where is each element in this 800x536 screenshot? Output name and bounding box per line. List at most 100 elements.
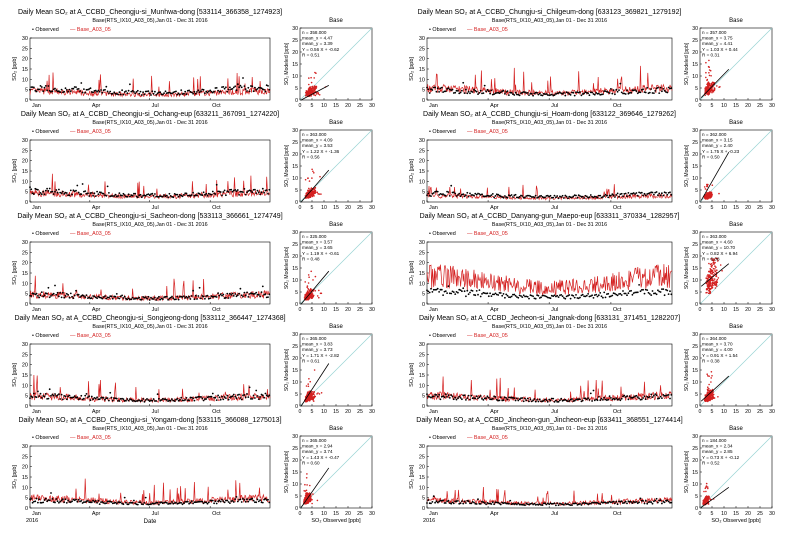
observed-point [87, 396, 89, 399]
observed-point [250, 398, 252, 400]
observed-point [192, 289, 195, 292]
observed-point [115, 397, 118, 400]
observed-point [447, 394, 450, 397]
scatter-y-tick-label: 15 [292, 164, 298, 170]
observed-point [658, 499, 661, 502]
chart-panel-8: Daily Mean SO₂ at A_CCBD_Jecheon-si_Jang… [409, 315, 775, 415]
observed-point [248, 386, 251, 389]
observed-point [654, 90, 657, 92]
legend-observed: • Observed [429, 333, 456, 339]
observed-point [54, 393, 56, 395]
observed-point [583, 197, 585, 199]
observed-point [481, 293, 483, 295]
observed-point [194, 501, 197, 504]
observed-point [455, 398, 458, 401]
scatter-point [306, 394, 308, 396]
observed-point [39, 501, 42, 504]
observed-point [38, 88, 41, 91]
observed-point [144, 496, 147, 499]
observed-point [512, 502, 514, 505]
scatter-point [704, 394, 707, 396]
observed-point [210, 193, 213, 196]
observed-point [192, 397, 195, 400]
observed-point [193, 501, 196, 504]
scatter-point [304, 497, 307, 499]
observed-point [520, 503, 522, 506]
y-tick-label: 10 [22, 281, 28, 287]
observed-point [477, 192, 479, 195]
observed-point [94, 195, 97, 198]
observed-point [89, 399, 92, 402]
scatter-point [709, 283, 711, 286]
stat-mean-x: mean_x = 2.94 [302, 444, 333, 449]
chart-subtitle: Base(RTS_IX10_A03_05),Jan 01 - Dec 31 20… [492, 18, 607, 24]
legend-modeled: — Base_A03_05 [467, 231, 508, 237]
observed-point [83, 397, 85, 400]
observed-point [142, 91, 145, 94]
y-tick-label: 15 [22, 67, 28, 73]
scatter-y-label: SO₂ Modeled [ppb] [684, 42, 690, 85]
observed-point [560, 503, 563, 505]
scatter-point [307, 282, 310, 284]
observed-point [184, 192, 187, 195]
observed-point [65, 292, 68, 295]
observed-point [502, 502, 505, 504]
observed-point [653, 193, 655, 196]
stat-mean-x: mean_x = 3.75 [702, 36, 733, 41]
observed-point [661, 192, 663, 195]
observed-point [62, 291, 64, 294]
observed-point [667, 394, 670, 396]
observed-point [427, 395, 430, 398]
observed-point [146, 297, 148, 300]
modeled-series-line [426, 65, 673, 98]
observed-point [635, 291, 638, 294]
observed-point [239, 190, 242, 193]
observed-point [98, 398, 101, 401]
observed-point [508, 396, 510, 399]
observed-point [497, 294, 500, 296]
observed-point [192, 92, 195, 95]
y-tick-label: 30 [419, 36, 425, 42]
observed-point [130, 90, 133, 93]
observed-point [518, 503, 521, 506]
observed-point [470, 502, 473, 505]
y-tick-label: 10 [22, 485, 28, 491]
observed-point [101, 91, 104, 94]
scatter-point [712, 391, 714, 394]
observed-point [644, 194, 647, 197]
scatter-y-label: SO₂ Modeled [ppb] [684, 450, 690, 493]
scatter-x-tick-label: 30 [769, 409, 775, 415]
observed-point [482, 501, 485, 504]
observed-point [591, 195, 593, 198]
observed-point [69, 501, 72, 504]
observed-point [108, 399, 110, 402]
y-tick-label: 25 [22, 250, 28, 256]
observed-point [600, 397, 603, 400]
observed-point [238, 393, 241, 396]
scatter-point [706, 275, 708, 277]
scatter-point [707, 81, 709, 84]
scatter-point [305, 400, 308, 403]
observed-point [129, 398, 131, 400]
scatter-point [716, 281, 719, 284]
observed-point [85, 500, 88, 503]
observed-point [517, 399, 520, 402]
scatter-point [317, 93, 320, 95]
scatter-point [305, 385, 308, 387]
observed-point [615, 500, 618, 503]
observed-point [471, 194, 474, 196]
observed-point [60, 393, 63, 396]
observed-point [235, 397, 238, 400]
observed-point [599, 194, 602, 197]
observed-point [231, 500, 234, 502]
observed-point [427, 192, 430, 195]
scatter-y-tick-label: 0 [695, 98, 698, 104]
observed-point [475, 395, 478, 398]
observed-point [168, 297, 171, 300]
scatter-point [707, 487, 709, 490]
scatter-point [313, 87, 316, 90]
observed-point [443, 502, 446, 504]
stat-n: n = 325.000 [302, 234, 327, 239]
scatter-point [717, 396, 719, 398]
observed-point [576, 398, 579, 401]
